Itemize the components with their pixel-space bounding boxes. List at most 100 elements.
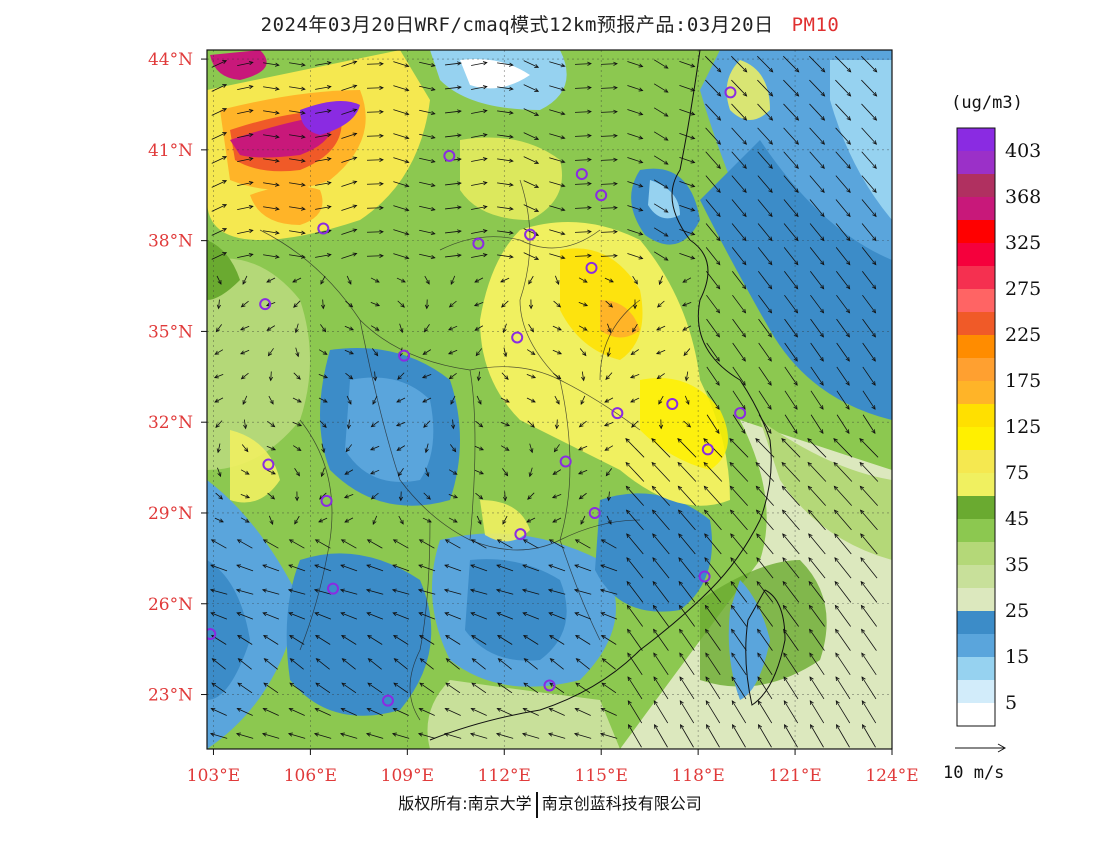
wind-arrow bbox=[627, 181, 644, 188]
wind-arrow bbox=[292, 277, 302, 283]
lon-tick-label: 124°E bbox=[865, 766, 918, 786]
wind-arrow bbox=[393, 205, 410, 212]
wind-arrow bbox=[267, 492, 276, 500]
wind-arrow bbox=[600, 205, 618, 210]
wind-arrow bbox=[372, 348, 379, 357]
wind-arrow bbox=[600, 133, 618, 138]
wind-arrow bbox=[600, 85, 618, 90]
wind-arrow bbox=[835, 652, 851, 676]
wind-arrow bbox=[606, 347, 611, 358]
wind-arrow bbox=[679, 676, 695, 700]
legend-swatch bbox=[957, 151, 995, 174]
wind-arrow bbox=[627, 628, 643, 651]
wind-arrow bbox=[704, 557, 722, 579]
wind-arrow bbox=[523, 156, 540, 164]
wind-arrow bbox=[393, 682, 409, 694]
wind-arrow bbox=[574, 612, 592, 620]
wind-arrow bbox=[861, 223, 877, 242]
wind-arrow bbox=[344, 349, 354, 355]
wind-arrow bbox=[523, 658, 538, 670]
city-marker bbox=[398, 349, 411, 362]
wind-scale-label: 10 m/s bbox=[943, 763, 1004, 783]
wind-arrow bbox=[757, 127, 774, 145]
wind-arrow bbox=[345, 300, 354, 308]
wind-arrow bbox=[625, 485, 644, 506]
wind-arrow bbox=[500, 421, 511, 427]
wind-arrow bbox=[783, 652, 799, 676]
lon-axis: 103°E 106°E 109°E 112°E 115°E 118°E 121°E 124°E bbox=[187, 749, 919, 786]
wind-arrow bbox=[526, 373, 537, 379]
wind-arrow bbox=[836, 294, 851, 314]
wind-arrow bbox=[783, 103, 800, 121]
wind-arrow bbox=[209, 588, 228, 595]
wind-arrow bbox=[861, 175, 877, 194]
wind-arrow bbox=[444, 564, 462, 572]
wind-arrow bbox=[423, 420, 431, 428]
wind-arrow bbox=[237, 252, 254, 259]
wind-arrow bbox=[783, 79, 800, 97]
wind-arrow bbox=[783, 247, 799, 266]
wind-arrow bbox=[292, 421, 303, 427]
legend-swatch bbox=[957, 703, 995, 726]
legend-label: 25 bbox=[1005, 600, 1029, 622]
wind-arrow bbox=[553, 444, 560, 453]
wind-arrow bbox=[757, 700, 773, 724]
wind-arrow bbox=[266, 445, 277, 451]
wind-arrow bbox=[835, 199, 851, 218]
wind-arrow bbox=[859, 509, 878, 531]
wind-arrow bbox=[809, 199, 825, 218]
legend: 403 368 325 275 225 175 125 75 45 35 25 15 5 bbox=[956, 127, 1041, 727]
wind-arrow bbox=[758, 294, 773, 314]
wind-arrow bbox=[392, 707, 409, 716]
wind-arrow bbox=[705, 247, 721, 266]
wind-arrow bbox=[527, 492, 535, 500]
wind-arrow bbox=[861, 103, 878, 121]
wind-arrow bbox=[653, 155, 669, 165]
wind-arrow bbox=[732, 318, 746, 338]
wind-arrow bbox=[445, 85, 462, 90]
wind-arrow bbox=[600, 539, 617, 549]
wind-arrow bbox=[574, 564, 592, 572]
wind-arrow bbox=[422, 517, 432, 523]
wind-arrow bbox=[313, 588, 332, 595]
legend-swatch bbox=[957, 588, 995, 611]
wind-arrow bbox=[861, 700, 877, 724]
wind-arrow bbox=[705, 151, 721, 169]
wind-arrow bbox=[215, 420, 223, 429]
wind-arrow bbox=[658, 395, 664, 405]
wind-arrow bbox=[574, 61, 592, 66]
legend-label: 75 bbox=[1005, 462, 1029, 484]
wind-arrow bbox=[397, 372, 405, 380]
wind-arrow bbox=[237, 156, 254, 163]
wind-arrow bbox=[266, 469, 276, 475]
wind-arrow bbox=[475, 492, 484, 500]
wind-arrow bbox=[549, 109, 566, 116]
wind-arrow bbox=[836, 342, 850, 362]
legend-unit: (ug/m3) bbox=[951, 93, 1023, 113]
wind-arrow bbox=[630, 349, 639, 356]
wind-arrow bbox=[731, 103, 748, 121]
wind-arrow bbox=[471, 133, 488, 138]
wind-arrow bbox=[551, 493, 562, 499]
wind-arrow bbox=[729, 485, 748, 506]
wind-arrow bbox=[471, 157, 488, 162]
wind-arrow bbox=[237, 60, 254, 67]
wind-arrow bbox=[683, 420, 692, 428]
wind-arrow bbox=[809, 247, 825, 266]
wind-arrow bbox=[679, 157, 696, 164]
wind-arrow bbox=[704, 604, 721, 627]
wind-arrow bbox=[679, 205, 696, 212]
wind-arrow bbox=[706, 294, 721, 314]
wind-arrow bbox=[756, 55, 774, 73]
wind-arrow bbox=[392, 612, 410, 620]
wind-arrow bbox=[600, 157, 618, 162]
wind-arrow bbox=[860, 533, 878, 555]
wind-arrow bbox=[679, 133, 696, 140]
wind-arrow bbox=[444, 707, 461, 716]
wind-arrow bbox=[574, 229, 592, 234]
wind-arrow bbox=[448, 349, 458, 355]
wind-arrow bbox=[625, 461, 645, 482]
wind-arrow bbox=[450, 444, 457, 453]
wind-arrow bbox=[784, 318, 798, 338]
wind-arrow bbox=[604, 397, 614, 403]
